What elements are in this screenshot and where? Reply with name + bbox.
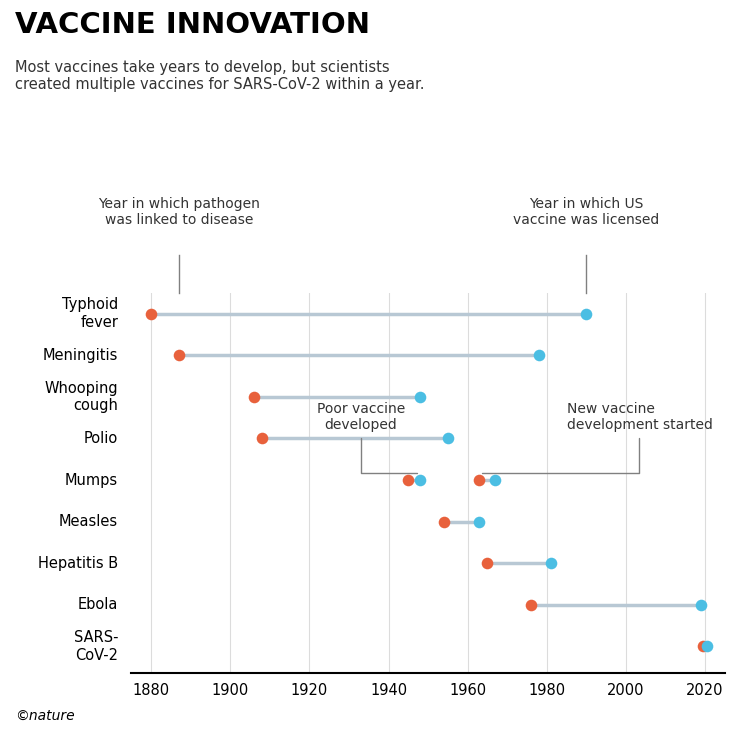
Point xyxy=(442,433,454,444)
Text: VACCINE INNOVATION: VACCINE INNOVATION xyxy=(15,11,370,39)
Point xyxy=(403,474,415,486)
Point xyxy=(473,474,485,486)
Point xyxy=(248,391,260,403)
Point xyxy=(173,349,185,361)
Point xyxy=(145,307,157,319)
Point xyxy=(481,557,493,569)
Point xyxy=(695,599,707,610)
Point xyxy=(525,599,537,610)
Point xyxy=(701,640,713,652)
Point xyxy=(438,516,450,528)
Point xyxy=(532,349,544,361)
Point xyxy=(581,307,593,319)
Text: ©nature: ©nature xyxy=(15,709,74,723)
Point xyxy=(544,557,556,569)
Point xyxy=(256,433,268,444)
Point xyxy=(414,474,426,486)
Point xyxy=(473,516,485,528)
Text: Year in which pathogen
was linked to disease: Year in which pathogen was linked to dis… xyxy=(98,197,260,227)
Point xyxy=(414,391,426,403)
Text: Most vaccines take years to develop, but scientists
created multiple vaccines fo: Most vaccines take years to develop, but… xyxy=(15,60,424,92)
Point xyxy=(490,474,502,486)
Point xyxy=(697,640,709,652)
Text: Poor vaccine
developed: Poor vaccine developed xyxy=(317,402,418,473)
Text: New vaccine
development started: New vaccine development started xyxy=(482,402,713,473)
Text: Year in which US
vaccine was licensed: Year in which US vaccine was licensed xyxy=(513,197,659,227)
